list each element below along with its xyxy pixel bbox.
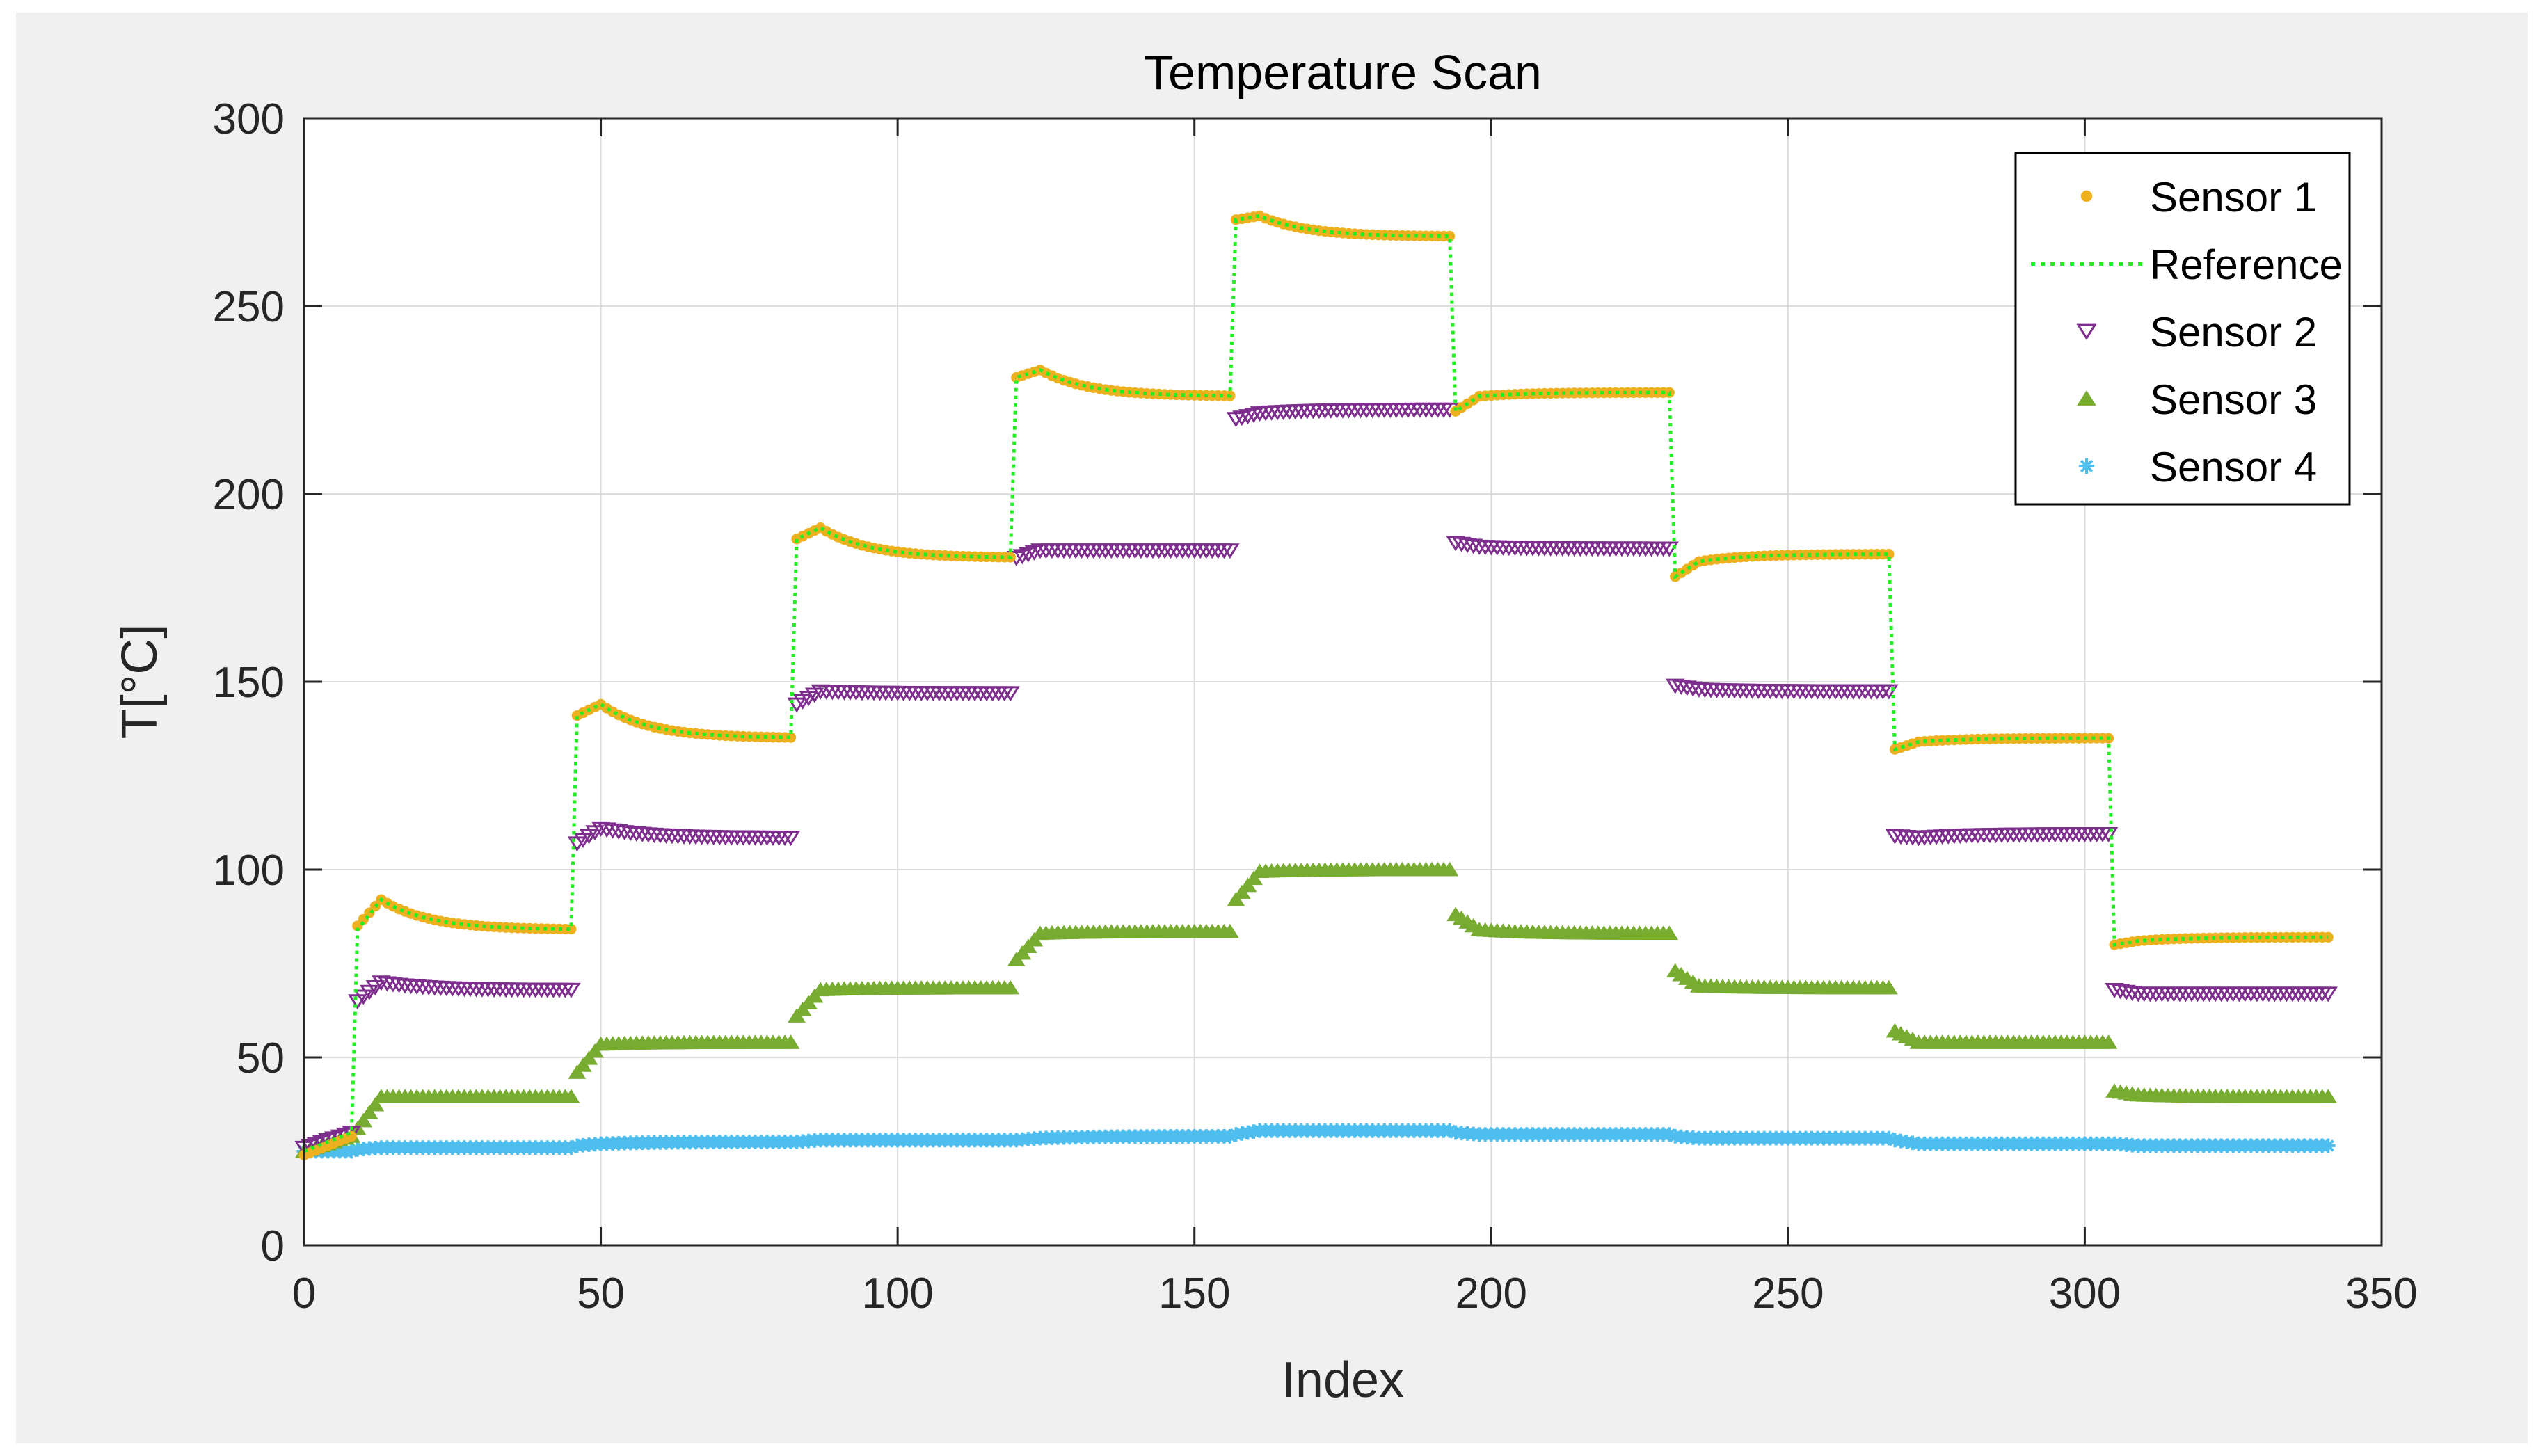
legend-label-sensor1: Sensor 1 [2150,174,2317,221]
sensor2-point [2318,986,2338,1002]
legend-sensor2-swatch [2076,323,2097,340]
y-axis-label: T[°C] [112,625,168,739]
sensor2-point [561,982,581,998]
chart-title: Temperature Scan [1144,45,1542,99]
legend-label-sensor3: Sensor 3 [2150,376,2317,423]
x-tick-label: 350 [2345,1270,2417,1318]
legend: Sensor 1 Reference Sensor 2 Sensor 3 Sensor … [2014,152,2351,506]
legend-sensor1-swatch [2080,190,2093,202]
series-sensor4 [296,1123,2336,1159]
sensor3-point [1245,870,1263,886]
y-tick-label: 200 [213,471,285,519]
sensor4-point [1222,1129,1238,1144]
sensor2-point [591,821,611,837]
x-tick-label: 0 [292,1270,316,1318]
y-tick-label: 100 [213,847,285,895]
sensor4-point [1442,1123,1457,1138]
sensor3-point [354,1112,373,1128]
sensor2-point [1001,686,1020,702]
sensor3-point [1660,925,1679,940]
sensor4-point [2320,1138,2336,1153]
sensor3-point [1238,877,1257,893]
sensor4-point [564,1140,579,1155]
sensor3-point [1233,884,1251,899]
sensor3-point [1221,923,1239,938]
sensor3-point [2319,1089,2338,1103]
x-axis-label: Index [1282,1352,1404,1408]
series-layer [294,210,2338,1161]
series-sensor1 [298,210,2334,1161]
sensor3-point [1001,979,1020,995]
x-tick-label: 100 [861,1270,933,1318]
sensor3-point [2099,1034,2118,1049]
sensor3-point [781,1034,800,1049]
legend-label-sensor2: Sensor 2 [2150,309,2317,355]
ticks: 0 50 100 150 200 250 300 350 0 50 100 150 200 250 300 [213,95,2418,1318]
x-tick-label: 50 [577,1270,625,1318]
sensor2-point [2098,827,2119,843]
sensor4-point [1661,1127,1677,1142]
sensor3-point [568,1064,587,1079]
sensor4-point [344,1144,359,1159]
legend-label-reference: Reference [2150,241,2343,288]
sensor2-point [1220,543,1240,559]
x-tick-label: 250 [1752,1270,1824,1318]
sensor3-point [1440,861,1459,877]
sensor3-point [1880,979,1898,995]
series-reference [303,214,2329,1153]
sensor3-point [586,1043,604,1058]
sensor3-point [562,1089,580,1103]
sensor3-point [574,1057,592,1072]
sensor3-point [366,1096,385,1112]
legend-label-sensor4: Sensor 4 [2150,444,2317,490]
sensor3-point [580,1050,598,1065]
y-tick-label: 250 [213,283,285,331]
sensor4-point [1881,1130,1897,1146]
series-sensor2 [294,402,2338,1156]
x-tick-label: 150 [1158,1270,1230,1318]
sensor3-point [1227,891,1245,906]
reference-line [303,214,2329,1153]
x-tick-label: 300 [2049,1270,2121,1318]
y-tick-label: 50 [237,1034,285,1082]
sensor3-point [360,1105,378,1119]
sensor1-point [2322,931,2334,943]
y-tick-label: 300 [213,95,285,143]
y-tick-label: 0 [261,1222,285,1270]
x-tick-label: 200 [1456,1270,1527,1318]
legend-sensor4-swatch [2078,458,2095,474]
legend-box [2014,152,2351,506]
legend-sensor3-swatch [2077,390,2096,406]
sensor2-point [1879,684,1899,700]
y-tick-label: 150 [213,659,285,707]
sensor2-point [781,831,801,847]
